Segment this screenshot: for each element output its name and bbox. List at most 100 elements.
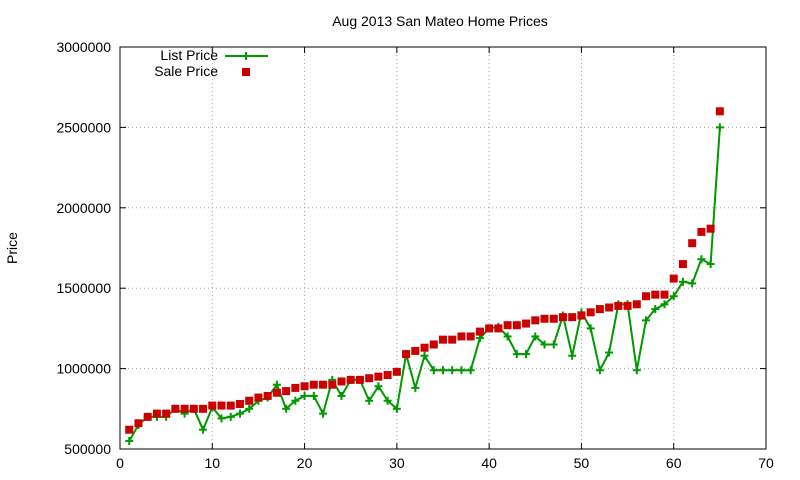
- sale-price-point: [162, 409, 171, 418]
- list-price-point: [678, 277, 687, 286]
- list-price-point: [568, 351, 577, 360]
- x-tick-label: 0: [116, 455, 124, 471]
- list-price-point: [365, 396, 374, 405]
- sale-price-point: [577, 311, 586, 320]
- legend-sale-price-marker: [242, 68, 250, 76]
- list-price-point: [586, 324, 595, 333]
- list-price-point: [235, 409, 244, 418]
- list-price-point: [282, 404, 291, 413]
- sale-price-point: [457, 332, 466, 341]
- list-price-point: [688, 279, 697, 288]
- list-price-point: [531, 332, 540, 341]
- sale-price-point: [374, 372, 383, 381]
- list-price-point: [605, 348, 614, 357]
- list-price-point: [651, 305, 660, 314]
- sale-price-point: [217, 401, 226, 410]
- y-tick-label: 1000000: [56, 361, 111, 377]
- sale-price-point: [531, 316, 540, 325]
- sale-price-point: [595, 305, 604, 314]
- list-price-point: [642, 316, 651, 325]
- list-price-point: [245, 404, 254, 413]
- sale-price-point: [420, 343, 429, 352]
- y-tick-label: 2000000: [56, 200, 111, 216]
- sale-price-point: [660, 290, 669, 299]
- sale-price-point: [355, 375, 364, 384]
- axes: 0 10 20 30 40 50 60 70 500000 1000000 1500000 20000…: [56, 39, 774, 471]
- y-tick-label: 500000: [64, 441, 111, 457]
- sale-price-point: [319, 380, 328, 389]
- sale-price-point: [623, 301, 632, 310]
- list-price-point: [466, 366, 475, 375]
- list-price-point: [549, 340, 558, 349]
- sale-price-point: [558, 313, 567, 322]
- list-price-point: [125, 436, 134, 445]
- sale-price-point: [346, 375, 355, 384]
- list-price-point: [309, 391, 318, 400]
- sale-price-point: [448, 335, 457, 344]
- sale-price-point: [171, 404, 180, 413]
- list-price-point: [319, 409, 328, 418]
- list-price-point: [706, 260, 715, 269]
- y-tick-label: 3000000: [56, 39, 111, 55]
- sale-price-point: [392, 367, 401, 376]
- sale-price-point: [715, 107, 724, 116]
- sale-price-point: [125, 425, 134, 434]
- sale-price-point: [180, 404, 189, 413]
- sale-price-point: [337, 377, 346, 386]
- list-price-point: [411, 383, 420, 392]
- plot-frame: [119, 46, 767, 450]
- x-tick-label: 70: [758, 455, 774, 471]
- sale-price-point: [706, 224, 715, 233]
- sale-price-point: [651, 290, 660, 299]
- sale-price-point: [300, 382, 309, 391]
- sale-price-point: [282, 387, 291, 396]
- sale-price-point: [512, 321, 521, 330]
- sale-price-point: [254, 393, 263, 402]
- list-price-point: [540, 340, 549, 349]
- y-tick-label: 1500000: [56, 280, 111, 296]
- sale-price-point: [143, 412, 152, 421]
- sale-price-point: [328, 380, 337, 389]
- chart-title: Aug 2013 San Mateo Home Prices: [332, 13, 548, 29]
- sale-price-point: [309, 380, 318, 389]
- sale-price-point: [678, 260, 687, 269]
- x-tick-label: 40: [481, 455, 497, 471]
- sale-price-point: [669, 274, 678, 283]
- sale-price-point: [402, 350, 411, 359]
- sale-price-point: [688, 239, 697, 248]
- sale-price-point: [503, 321, 512, 330]
- sale-price-point: [697, 227, 706, 236]
- y-axis-label: Price: [4, 232, 20, 264]
- sale-price-point: [411, 346, 420, 355]
- list-price-point: [392, 404, 401, 413]
- list-price-point: [715, 123, 724, 132]
- list-price-point: [522, 350, 531, 359]
- sale-price-point: [226, 401, 235, 410]
- legend-label-sale-price: Sale Price: [154, 63, 218, 79]
- sale-price-point: [291, 383, 300, 392]
- sale-price-point: [429, 340, 438, 349]
- sale-price-point: [632, 300, 641, 309]
- sale-price-point: [134, 419, 143, 428]
- sale-price-point: [522, 319, 531, 328]
- list-price-point: [503, 332, 512, 341]
- sale-price-point: [494, 324, 503, 333]
- x-tick-label: 50: [574, 455, 590, 471]
- sale-price-point: [365, 374, 374, 383]
- sale-price-point: [263, 391, 272, 400]
- list-price-line: [128, 127, 721, 442]
- sale-price-point: [475, 327, 484, 336]
- sale-price-point: [189, 404, 198, 413]
- list-price-point: [374, 382, 383, 391]
- x-tick-label: 10: [204, 455, 220, 471]
- sale-price-point: [540, 314, 549, 323]
- list-price-point: [512, 350, 521, 359]
- list-price-point: [420, 351, 429, 360]
- sale-price-point: [245, 396, 254, 405]
- list-price-point: [291, 396, 300, 405]
- x-tick-label: 60: [666, 455, 682, 471]
- sale-price-point: [586, 308, 595, 317]
- list-price-point: [337, 391, 346, 400]
- sale-price-point: [272, 388, 281, 397]
- list-price-point: [300, 391, 309, 400]
